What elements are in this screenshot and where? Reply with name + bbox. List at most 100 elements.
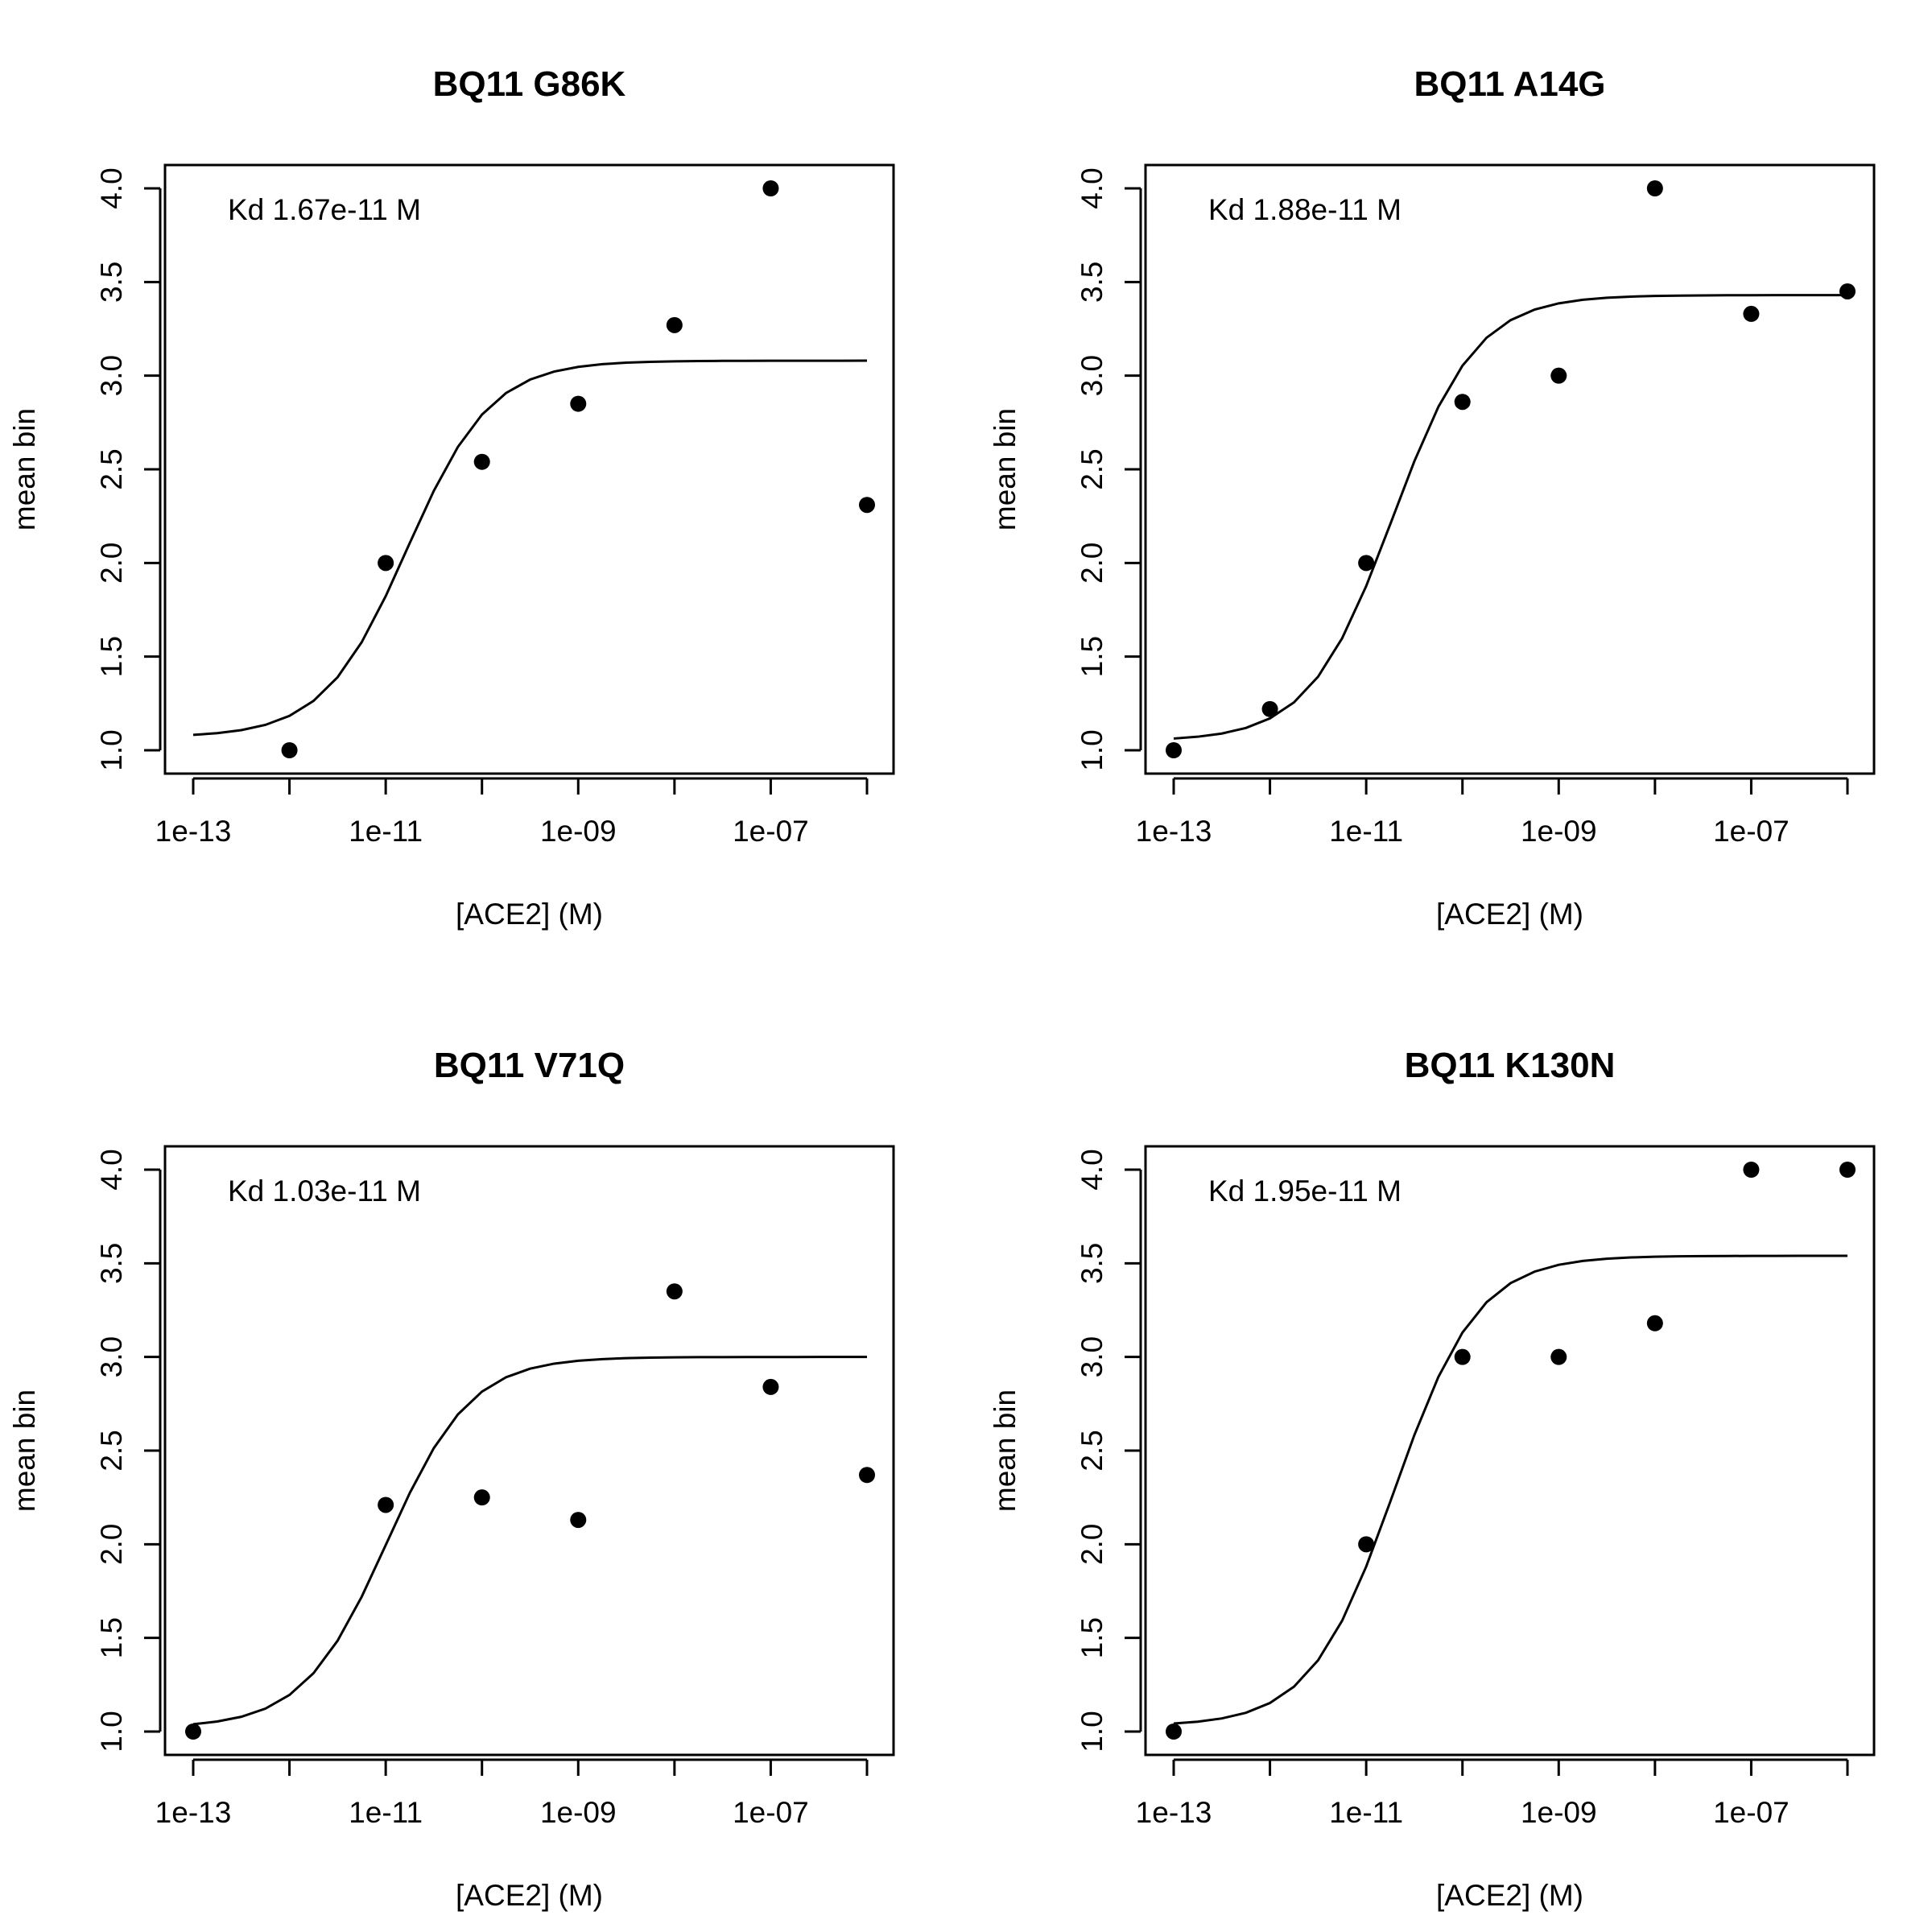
x-tick-label: 1e-07 — [1713, 1796, 1790, 1829]
y-tick-label: 3.5 — [1075, 262, 1108, 303]
y-tick-label: 1.5 — [95, 1617, 128, 1658]
plot-frame — [163, 163, 895, 775]
data-point — [473, 1489, 490, 1506]
y-tick-label: 2.0 — [95, 1524, 128, 1565]
data-point — [570, 395, 587, 412]
x-tick-label: 1e-13 — [1136, 815, 1212, 848]
y-tick-label: 2.5 — [95, 1430, 128, 1471]
panel-1: BQ11 G86K 1e-13 1e-11 1e-09 1e-07 [ACE2] (M) 1… — [8, 64, 895, 931]
x-tick-label: 1e-09 — [540, 815, 617, 848]
x-tick-label: 1e-11 — [1329, 1796, 1403, 1829]
data-point — [1743, 305, 1760, 322]
y-tick-label: 2.5 — [1075, 448, 1108, 489]
x-tick-label: 1e-07 — [733, 1796, 809, 1829]
data-point — [1839, 1162, 1856, 1178]
x-tick-label: 1e-09 — [540, 1796, 617, 1829]
data-point — [762, 1378, 779, 1395]
y-axis-label: mean bin — [8, 1389, 41, 1512]
y-tick-label: 2.0 — [1075, 543, 1108, 584]
panel-3: BQ11 V71Q 1e-13 1e-11 1e-09 1e-07 [ACE2] (M) 1… — [8, 1046, 895, 1912]
y-tick-label: 2.0 — [95, 543, 128, 584]
x-tick-label: 1e-11 — [1329, 815, 1403, 848]
x-axis-label: [ACE2] (M) — [456, 1879, 603, 1912]
fit-curve — [192, 1356, 868, 1726]
y-tick-label: 3.5 — [95, 1243, 128, 1284]
data-point — [1839, 283, 1856, 299]
data-point — [1646, 1315, 1663, 1331]
y-axis-label: mean bin — [989, 408, 1022, 530]
data-point — [859, 1467, 875, 1484]
x-axis-label: [ACE2] (M) — [1436, 898, 1583, 931]
panel-title: BQ11 V71Q — [434, 1046, 625, 1085]
data-point — [666, 1283, 683, 1300]
data-point — [570, 1512, 587, 1529]
y-tick-label: 1.5 — [1075, 636, 1108, 677]
kd-annotation: Kd 1.03e-11 M — [228, 1174, 421, 1208]
data-point — [1358, 1536, 1375, 1553]
fit-curve — [1173, 294, 1848, 740]
data-point — [1550, 1348, 1567, 1365]
data-point — [473, 453, 490, 470]
fit-curve — [192, 359, 868, 737]
plot-frame — [1144, 163, 1876, 775]
y-axis-label: mean bin — [8, 408, 41, 530]
y-tick-label: 3.0 — [95, 1336, 128, 1377]
data-point — [1550, 367, 1567, 384]
plot-frame — [163, 1145, 895, 1757]
x-tick-label: 1e-11 — [349, 815, 423, 848]
y-tick-label: 3.0 — [1075, 1336, 1108, 1377]
y-tick-label: 1.0 — [95, 1711, 128, 1752]
y-tick-label: 1.0 — [1075, 729, 1108, 770]
y-tick-label: 4.0 — [1075, 1149, 1108, 1190]
y-tick-label: 4.0 — [95, 1149, 128, 1190]
x-tick-label: 1e-07 — [1713, 815, 1790, 848]
data-point — [1646, 180, 1663, 196]
data-point — [1454, 394, 1471, 411]
fit-curve — [1173, 1254, 1848, 1725]
y-tick-label: 3.0 — [1075, 355, 1108, 396]
data-point — [281, 742, 298, 758]
x-tick-label: 1e-13 — [155, 815, 232, 848]
y-tick-label: 2.0 — [1075, 1524, 1108, 1565]
panel-title: BQ11 G86K — [433, 64, 626, 104]
y-tick-label: 1.5 — [1075, 1617, 1108, 1658]
y-tick-label: 2.5 — [1075, 1430, 1108, 1471]
y-axis-label: mean bin — [989, 1389, 1022, 1512]
data-point — [762, 180, 779, 196]
data-point — [378, 555, 394, 572]
y-tick-label: 3.0 — [95, 355, 128, 396]
x-tick-label: 1e-09 — [1521, 1796, 1597, 1829]
y-tick-label: 4.0 — [1075, 167, 1108, 208]
data-point — [859, 497, 875, 514]
x-tick-label: 1e-07 — [733, 815, 809, 848]
kd-annotation: Kd 1.67e-11 M — [228, 193, 421, 226]
data-point — [378, 1496, 394, 1513]
x-tick-label: 1e-13 — [1136, 1796, 1212, 1829]
x-axis-label: [ACE2] (M) — [456, 898, 603, 931]
y-tick-label: 2.5 — [95, 448, 128, 489]
panel-2: BQ11 A14G 1e-13 1e-11 1e-09 1e-07 [ACE2] (M) 1… — [989, 64, 1876, 931]
panel-title: BQ11 K130N — [1405, 1046, 1616, 1085]
y-tick-label: 4.0 — [95, 167, 128, 208]
panel-title: BQ11 A14G — [1414, 64, 1605, 104]
kd-annotation: Kd 1.88e-11 M — [1208, 193, 1402, 226]
plot-frame — [1144, 1145, 1876, 1757]
data-point — [666, 316, 683, 333]
x-tick-label: 1e-11 — [349, 1796, 423, 1829]
y-tick-label: 1.5 — [95, 636, 128, 677]
x-tick-label: 1e-09 — [1521, 815, 1597, 848]
data-point — [185, 1724, 201, 1740]
data-point — [1166, 742, 1182, 758]
y-tick-label: 1.0 — [95, 729, 128, 770]
y-tick-label: 1.0 — [1075, 1711, 1108, 1752]
x-tick-label: 1e-13 — [155, 1796, 232, 1829]
data-point — [1261, 700, 1278, 717]
panel-4: BQ11 K130N 1e-13 1e-11 1e-09 1e-07 [ACE2] (M)… — [989, 1046, 1876, 1912]
y-tick-label: 3.5 — [1075, 1243, 1108, 1284]
kd-annotation: Kd 1.95e-11 M — [1208, 1174, 1402, 1208]
data-point — [1358, 555, 1375, 572]
data-point — [1454, 1348, 1471, 1365]
data-point — [1166, 1724, 1182, 1740]
y-tick-label: 3.5 — [95, 262, 128, 303]
